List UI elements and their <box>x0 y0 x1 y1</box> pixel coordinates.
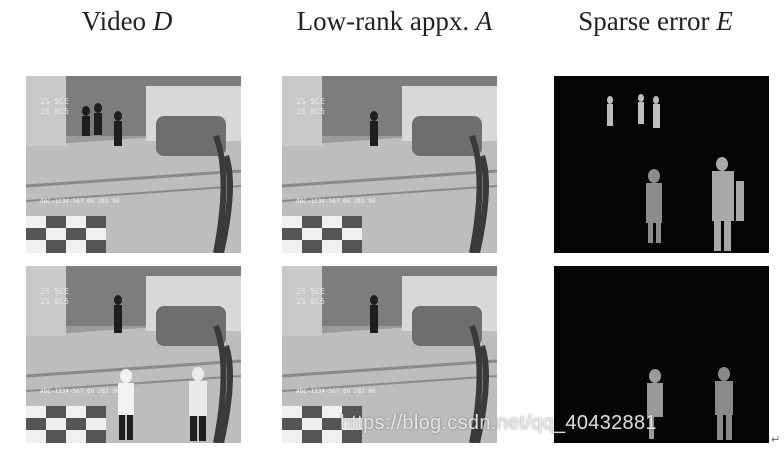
scene-image <box>554 266 769 443</box>
column-title-low-rank: Low-rank appx. A <box>262 6 527 42</box>
frame-text: ABC-1234-567 08 283 00 <box>296 388 376 395</box>
scene-image: 2S 5CE 2S 6C5 ABC-1234-567 08 283 00 <box>282 76 497 253</box>
line-end-mark: ↵ <box>771 433 781 446</box>
frame-text: ABC-1234-567 08 283 00 <box>296 198 376 205</box>
column-title-label: Low-rank appx. <box>296 6 470 36</box>
column-title-symbol: A <box>475 6 493 36</box>
frame-text: 2S 5CE <box>40 97 69 106</box>
scene-image: 2S 5CE 2S 6C5 ABC-1234-567 08 283 00 <box>26 76 241 253</box>
column-title-symbol: E <box>716 6 733 36</box>
watermark-text: https://blog.csdn.net/qq_40432881 <box>340 412 657 434</box>
frame-text: 2S 6C5 <box>40 297 69 306</box>
scene-image: 2S 5CE 2S 6C5 ABC-1234-567 08 283 00 <box>282 266 497 443</box>
panel-sparse-row1 <box>554 76 769 253</box>
column-title-sparse: Sparse error E <box>548 6 763 42</box>
scene-image: 2S 5CE 2S 6C5 ABC-1234-567 08 283 00 <box>26 266 241 443</box>
scene-image <box>554 76 769 253</box>
frame-text: 2S 5CE <box>296 287 325 296</box>
frame-text: 2S 5CE <box>296 97 325 106</box>
frame-text: 2S 5CE <box>40 287 69 296</box>
column-title-video: Video D <box>52 6 202 42</box>
column-title-symbol: D <box>152 6 173 36</box>
column-title-label: Video <box>81 6 147 36</box>
panel-video-row2: 2S 5CE 2S 6C5 ABC-1234-567 08 283 00 <box>26 266 241 443</box>
frame-text: ABC-1234-567 08 283 00 <box>40 388 120 395</box>
panel-lowrank-row1: 2S 5CE 2S 6C5 ABC-1234-567 08 283 00 <box>282 76 497 253</box>
frame-text: 2S 6C5 <box>296 297 325 306</box>
frame-text: ABC-1234-567 08 283 00 <box>40 198 120 205</box>
frame-text: 2S 6C5 <box>296 107 325 116</box>
panel-video-row1: 2S 5CE 2S 6C5 ABC-1234-567 08 283 00 <box>26 76 241 253</box>
panel-sparse-row2 <box>554 266 769 443</box>
frame-text: 2S 6C5 <box>40 107 69 116</box>
column-title-label: Sparse error <box>578 6 710 36</box>
panel-lowrank-row2: 2S 5CE 2S 6C5 ABC-1234-567 08 283 00 <box>282 266 497 443</box>
